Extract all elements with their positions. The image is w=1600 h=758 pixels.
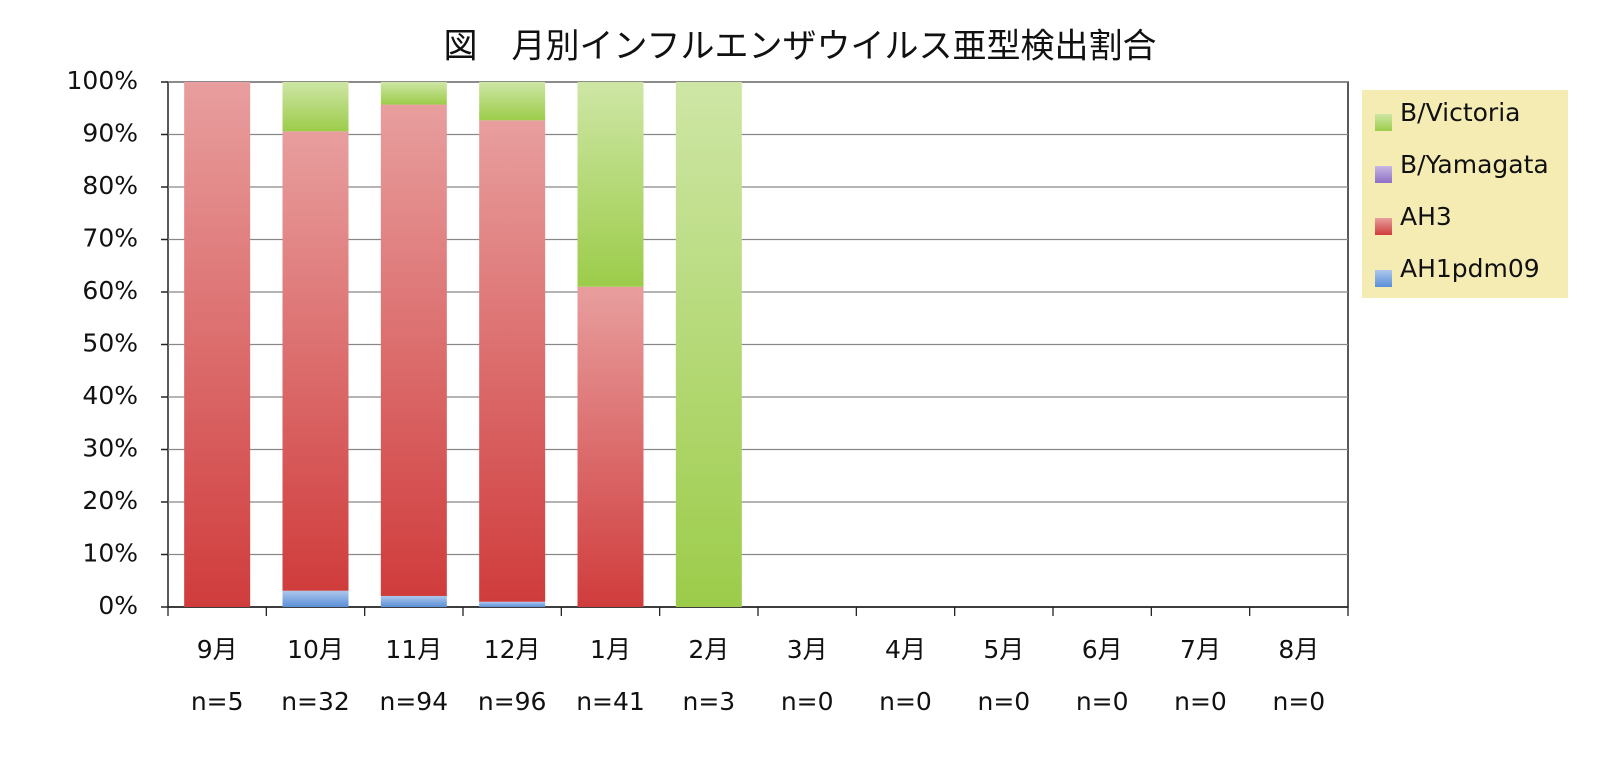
bar-segment <box>380 82 447 105</box>
y-tick-label: 60% <box>82 276 138 305</box>
bar-segment <box>282 131 349 591</box>
x-tick-label: 7月 <box>1180 635 1221 664</box>
bar-segment <box>282 82 349 132</box>
x-tick-note: n=0 <box>1272 687 1325 716</box>
x-tick-label: 12月 <box>484 635 541 664</box>
x-tick-note: n=96 <box>478 687 547 716</box>
legend: B/Victoria B/Yamagata AH3 AH1pdm09 <box>1362 90 1568 298</box>
x-tick-note: n=0 <box>781 687 834 716</box>
y-tick-label: 100% <box>67 66 138 95</box>
x-tick-note: n=5 <box>191 687 244 716</box>
legend-swatch <box>1375 218 1392 235</box>
x-tick-label: 10月 <box>287 635 344 664</box>
bar-segment <box>282 590 349 607</box>
y-tick-label: 90% <box>82 119 138 148</box>
x-tick-label: 9月 <box>197 635 238 664</box>
x-tick-label: 6月 <box>1082 635 1123 664</box>
bar-segment <box>380 595 447 607</box>
x-tick-label: 5月 <box>983 635 1024 664</box>
y-tick-label: 20% <box>82 486 138 515</box>
legend-box <box>1362 90 1568 298</box>
x-tick-label: 11月 <box>385 635 442 664</box>
y-tick-label: 50% <box>82 329 138 358</box>
y-tick-label: 80% <box>82 171 138 200</box>
bar-segment <box>380 104 447 596</box>
legend-label: AH3 <box>1400 202 1452 231</box>
y-tick-label: 70% <box>82 224 138 253</box>
x-tick-label: 3月 <box>787 635 828 664</box>
bar-segment <box>184 82 251 607</box>
y-tick-label: 10% <box>82 539 138 568</box>
chart-title: 図 月別インフルエンザウイルス亜型検出割合 <box>444 27 1157 67</box>
legend-label: B/Victoria <box>1400 98 1520 127</box>
x-tick-label: 4月 <box>885 635 926 664</box>
x-tick-note: n=0 <box>1174 687 1227 716</box>
x-tick-note: n=3 <box>682 687 735 716</box>
x-tick-note: n=0 <box>977 687 1030 716</box>
legend-label: AH1pdm09 <box>1400 254 1540 283</box>
x-tick-label: 8月 <box>1278 635 1319 664</box>
bar-segment <box>577 286 644 607</box>
x-tick-note: n=0 <box>1076 687 1129 716</box>
bar-segment <box>479 601 546 607</box>
x-tick-label: 2月 <box>688 635 729 664</box>
x-tick-note: n=94 <box>380 687 449 716</box>
legend-label: B/Yamagata <box>1400 150 1549 179</box>
y-tick-label: 30% <box>82 434 138 463</box>
legend-swatch <box>1375 166 1392 183</box>
bar-segment <box>479 82 546 121</box>
x-tick-note: n=0 <box>879 687 932 716</box>
y-tick-label: 40% <box>82 381 138 410</box>
y-tick-label: 0% <box>98 591 138 620</box>
x-tick-label: 1月 <box>590 635 631 664</box>
bar-segment <box>675 82 742 607</box>
bar-segment <box>479 120 546 602</box>
legend-swatch <box>1375 270 1392 287</box>
legend-swatch <box>1375 114 1392 131</box>
bar-segment <box>577 82 644 287</box>
x-tick-note: n=41 <box>576 687 645 716</box>
x-tick-note: n=32 <box>281 687 350 716</box>
